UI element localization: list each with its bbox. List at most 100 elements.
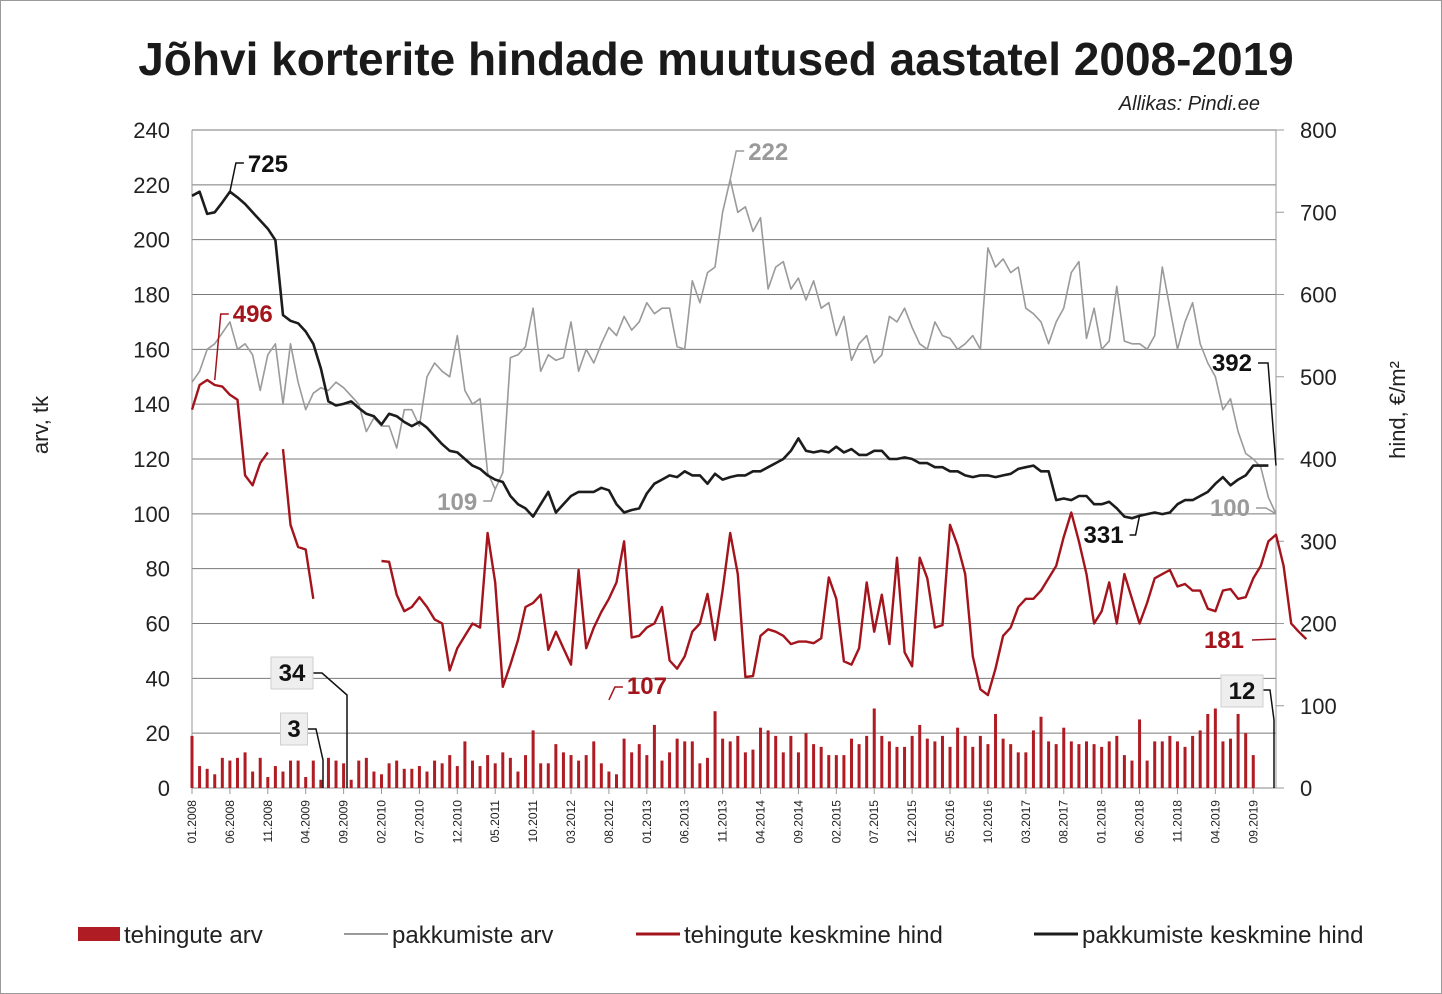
bar	[190, 735, 194, 788]
bar	[857, 744, 861, 788]
bar	[766, 730, 770, 788]
leader-3	[308, 728, 324, 788]
bar	[910, 735, 914, 788]
series-line-deal-price	[190, 378, 1308, 697]
bars-series	[190, 708, 1255, 788]
bar	[713, 711, 717, 788]
bar	[1084, 741, 1088, 788]
bar	[296, 760, 300, 788]
legend-label: tehingute arv	[124, 922, 263, 949]
x-tick-label: 05.2016	[943, 800, 957, 844]
x-tick-label: 09.2019	[1246, 800, 1260, 844]
y-tick-right-label: 100	[1300, 694, 1337, 719]
bar	[326, 757, 330, 788]
bar	[1160, 741, 1164, 788]
bar	[690, 741, 694, 788]
x-tick-label: 06.2013	[678, 800, 692, 844]
y-tick-left-label: 220	[133, 173, 170, 198]
bar	[1183, 746, 1187, 788]
y-ticks-right: 0 100 200 300 400 500 600 700 800	[1276, 118, 1337, 801]
bar	[592, 741, 596, 788]
annotation-12: 12	[1229, 678, 1256, 705]
annotation-725: 725	[248, 151, 288, 178]
y-tick-right-label: 400	[1300, 447, 1337, 472]
annotation-3-box	[280, 712, 308, 746]
y-tick-right-label: 800	[1300, 118, 1337, 143]
x-ticks: 01.2008 06.2008 11.2008 04.2009 09.2009 02.20…	[185, 788, 1260, 843]
bar	[205, 768, 209, 788]
x-tick-label: 10.2011	[526, 800, 540, 843]
x-tick-label: 11.2013	[716, 800, 730, 843]
leader-12	[1262, 689, 1275, 788]
bar	[410, 768, 414, 788]
bar	[440, 763, 444, 788]
bar	[304, 777, 308, 788]
bar	[1009, 744, 1013, 788]
bar	[963, 735, 967, 788]
bar	[940, 735, 944, 788]
y-axis-left-label: arv, tk	[28, 395, 53, 454]
bar	[849, 738, 853, 788]
y-tick-right-label: 600	[1300, 283, 1337, 308]
bar	[1107, 741, 1111, 788]
bar	[470, 760, 474, 788]
annotation-496: 496	[233, 301, 273, 328]
bar	[273, 766, 277, 788]
leader-34	[312, 672, 348, 788]
bar	[887, 741, 891, 788]
annotation-107: 107	[627, 673, 667, 700]
bar	[1145, 760, 1149, 788]
bar	[1039, 716, 1043, 788]
leader-331	[1129, 515, 1141, 536]
bar	[903, 746, 907, 788]
annotation-392: 392	[1212, 350, 1252, 377]
x-tick-label: 09.2014	[791, 800, 805, 844]
x-tick-label: 06.2008	[223, 800, 237, 844]
bar	[804, 733, 808, 788]
bar	[607, 771, 611, 788]
bar	[281, 771, 285, 788]
leader-100	[1256, 507, 1277, 515]
bar	[1138, 719, 1142, 788]
y-axis-right-label: hind, €/m²	[1385, 361, 1410, 459]
bar	[865, 735, 869, 788]
bar	[258, 757, 262, 788]
y-tick-right-label: 300	[1300, 529, 1337, 554]
bar	[751, 749, 755, 788]
y-ticks-left: 0 20 40 60 80 100 120 140 160 180 200 220 240	[133, 118, 170, 801]
bar	[834, 755, 838, 788]
y-tick-right-label: 200	[1300, 612, 1337, 637]
legend: tehingute arv pakkumiste arv tehingute kes…	[78, 922, 1363, 949]
x-tick-label: 09.2009	[337, 800, 351, 844]
bar	[577, 760, 581, 788]
bar	[880, 735, 884, 788]
x-tick-label: 03.2017	[1019, 800, 1033, 844]
bar	[1168, 735, 1172, 788]
bar	[1175, 741, 1179, 788]
y-tick-left-label: 60	[146, 612, 170, 637]
x-tick-label: 12.2010	[450, 800, 464, 844]
x-tick-label: 01.2018	[1095, 800, 1109, 844]
y-tick-left-label: 20	[146, 721, 170, 746]
y-tick-left-label: 240	[133, 118, 170, 143]
bar	[1198, 730, 1202, 788]
bar	[539, 763, 543, 788]
bar	[1031, 730, 1035, 788]
chart-title: Jõhvi korterite hindade muutused aastate…	[138, 33, 1294, 85]
legend-label: pakkumiste arv	[392, 922, 553, 949]
bar	[668, 752, 672, 788]
bar	[569, 755, 573, 788]
bar	[1024, 752, 1028, 788]
annotation-331: 331	[1084, 522, 1124, 549]
legend-label: pakkumiste keskmine hind	[1082, 922, 1363, 949]
bar	[1062, 727, 1066, 788]
bar	[652, 724, 656, 788]
bar	[455, 766, 459, 788]
bar	[1236, 713, 1240, 788]
y-tick-right-label: 500	[1300, 365, 1337, 390]
bar	[918, 724, 922, 788]
bar	[645, 755, 649, 788]
series-line-offer-price	[191, 190, 1269, 520]
bar	[1130, 760, 1134, 788]
